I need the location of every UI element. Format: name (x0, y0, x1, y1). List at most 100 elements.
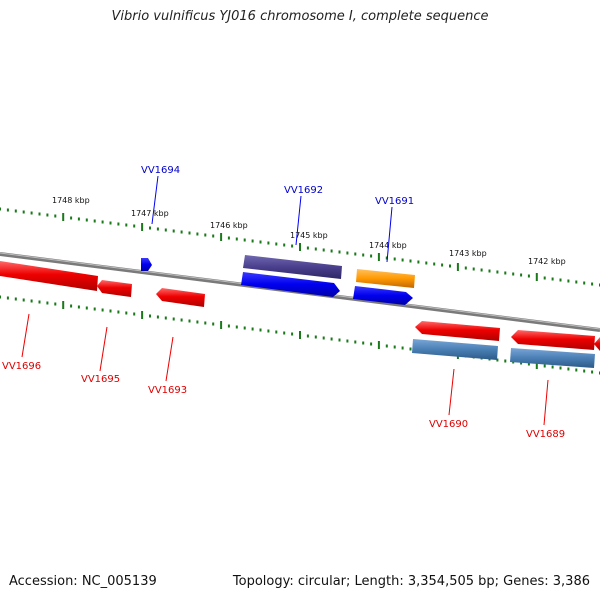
gene-label-vv1689[interactable]: VV1689 (526, 429, 565, 440)
major-tick (299, 243, 301, 251)
major-tick (141, 311, 144, 319)
minor-tick (433, 262, 436, 266)
minor-tick (22, 210, 25, 214)
gene-label-vv1696[interactable]: VV1696 (2, 361, 41, 372)
minor-tick (101, 220, 104, 224)
major-tick (377, 341, 380, 349)
minor-tick (354, 340, 357, 344)
minor-tick (449, 264, 451, 268)
gene-label-vv1693[interactable]: VV1693 (148, 385, 187, 396)
minor-tick (385, 344, 388, 348)
minor-tick (496, 358, 499, 362)
minor-tick (93, 307, 96, 311)
feature-bar-vv1692[interactable] (243, 255, 342, 279)
minor-tick (259, 328, 262, 332)
minor-tick (346, 251, 349, 255)
minor-tick (527, 362, 530, 366)
minor-tick (30, 211, 33, 215)
gene-arrow-vv1695[interactable] (97, 280, 132, 297)
minor-tick (0, 207, 1, 211)
summary-text: Topology: circular; Length: 3,354,505 bp… (232, 574, 590, 589)
minor-tick (196, 320, 199, 324)
scale-label: 1743 kbp (449, 249, 487, 258)
minor-tick (227, 324, 230, 328)
minor-tick (156, 315, 159, 319)
gene-arrow-vv1689-edge[interactable] (594, 337, 600, 351)
minor-tick (251, 327, 254, 331)
minor-tick (212, 322, 215, 326)
gene-arrow-vv1694[interactable] (141, 258, 152, 271)
minor-tick (409, 347, 412, 351)
scale-label: 1742 kbp (528, 257, 566, 266)
gene-arrow-vv1691[interactable] (353, 286, 413, 305)
gene-label-vv1692[interactable]: VV1692 (284, 185, 323, 196)
minor-tick (559, 278, 562, 282)
minor-tick (314, 335, 317, 339)
minor-tick (149, 226, 151, 230)
leader-lines (21, 175, 549, 426)
minor-tick (251, 239, 254, 243)
minor-tick (543, 276, 546, 280)
scale-label: 1745 kbp (290, 231, 328, 240)
minor-tick (109, 309, 112, 313)
minor-tick (551, 277, 554, 281)
gene-labels: VV1694 VV1692 VV1691 VV1696 VV1695 VV169… (2, 165, 565, 440)
minor-tick (46, 301, 49, 305)
major-tick (62, 301, 65, 309)
minor-tick (504, 359, 507, 363)
minor-tick (330, 249, 333, 253)
minor-tick (559, 366, 562, 370)
gene-arrow-vv1689[interactable] (511, 330, 595, 350)
minor-tick (125, 311, 128, 315)
minor-tick (306, 334, 309, 338)
minor-tick (330, 337, 333, 341)
gene-label-vv1694[interactable]: VV1694 (141, 165, 180, 176)
minor-tick (275, 330, 278, 334)
minor-tick (567, 279, 570, 283)
minor-tick (22, 298, 25, 302)
minor-tick (196, 232, 199, 236)
feature-bar-vv1691[interactable] (356, 269, 415, 288)
gene-label-vv1695[interactable]: VV1695 (81, 374, 120, 385)
feature-bar-vv1689[interactable] (510, 348, 595, 368)
minor-tick (496, 270, 499, 274)
minor-tick (520, 361, 523, 365)
minor-tick (133, 224, 136, 228)
minor-tick (591, 370, 594, 374)
minor-tick (543, 364, 546, 368)
minor-tick (338, 250, 341, 254)
minor-tick (567, 367, 570, 371)
minor-tick (393, 345, 396, 349)
minor-tick (401, 346, 404, 350)
minor-tick (93, 219, 96, 223)
minor-tick (117, 222, 120, 226)
minor-tick (575, 368, 578, 372)
minor-tick (235, 237, 238, 241)
gene-arrow-vv1693[interactable] (156, 288, 205, 307)
minor-tick (125, 223, 128, 227)
minor-tick (212, 234, 215, 238)
minor-tick (188, 231, 191, 235)
minor-tick (85, 218, 88, 222)
minor-tick (204, 321, 207, 325)
gene-label-vv1691[interactable]: VV1691 (375, 196, 414, 207)
minor-tick (346, 339, 349, 343)
major-tick (535, 273, 538, 281)
minor-tick (370, 342, 373, 346)
minor-tick (101, 308, 104, 312)
minor-tick (164, 316, 167, 320)
minor-tick (583, 369, 586, 373)
major-tick (220, 233, 223, 241)
gene-label-vv1690[interactable]: VV1690 (429, 419, 468, 430)
minor-tick (551, 365, 554, 369)
feature-bar-vv1690[interactable] (412, 339, 498, 360)
gene-arrow-vv1690[interactable] (415, 321, 500, 341)
minor-tick (6, 208, 9, 212)
minor-tick (583, 281, 586, 285)
minor-tick (306, 246, 309, 250)
gene-arrow-vv1692[interactable] (241, 272, 340, 297)
gene-arrow-vv1696[interactable] (0, 261, 98, 291)
major-tick (299, 331, 301, 339)
minor-tick (70, 304, 73, 308)
minor-tick (180, 318, 183, 322)
